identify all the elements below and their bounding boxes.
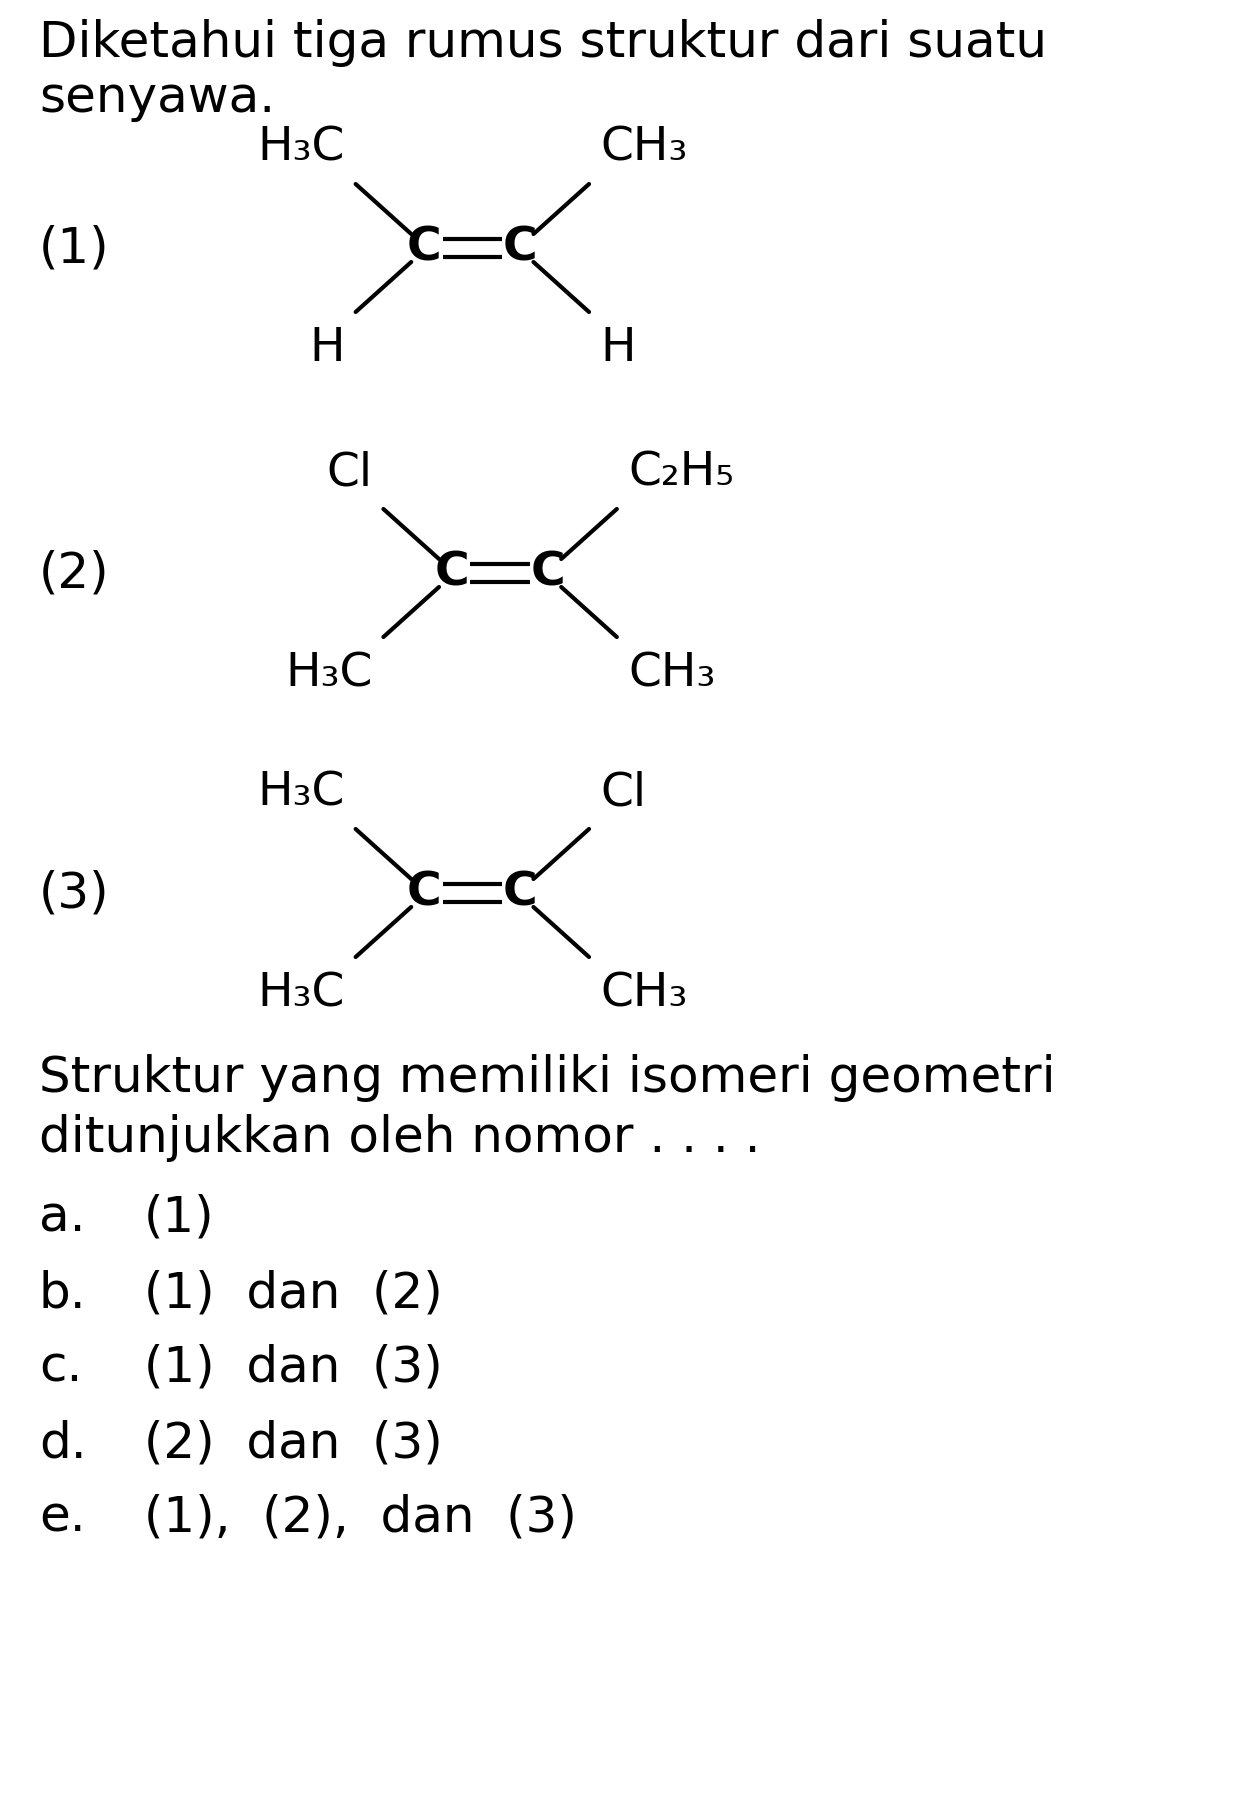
- Text: CH₃: CH₃: [601, 124, 687, 169]
- Text: (1): (1): [143, 1194, 214, 1242]
- Text: (3): (3): [38, 869, 110, 918]
- Text: (1),  (2),  dan  (3): (1), (2), dan (3): [143, 1495, 576, 1542]
- Text: C: C: [435, 550, 470, 595]
- Text: d.: d.: [38, 1419, 87, 1468]
- Text: C: C: [503, 871, 538, 916]
- Text: senyawa.: senyawa.: [38, 74, 276, 123]
- Text: H: H: [601, 326, 635, 371]
- Text: H₃C: H₃C: [257, 972, 345, 1017]
- Text: H₃C: H₃C: [257, 770, 345, 815]
- Text: CH₃: CH₃: [628, 651, 716, 696]
- Text: H: H: [309, 326, 345, 371]
- Text: (2): (2): [38, 548, 110, 597]
- Text: C: C: [503, 225, 538, 270]
- Text: Diketahui tiga rumus struktur dari suatu: Diketahui tiga rumus struktur dari suatu: [38, 20, 1047, 67]
- Text: c.: c.: [38, 1343, 83, 1392]
- Text: CH₃: CH₃: [601, 972, 687, 1017]
- Text: C₂H₅: C₂H₅: [628, 451, 734, 496]
- Text: H₃C: H₃C: [257, 124, 345, 169]
- Text: ditunjukkan oleh nomor . . . .: ditunjukkan oleh nomor . . . .: [38, 1114, 760, 1161]
- Text: Cl: Cl: [326, 451, 372, 496]
- Text: Struktur yang memiliki isomeri geometri: Struktur yang memiliki isomeri geometri: [38, 1055, 1056, 1102]
- Text: C: C: [531, 550, 566, 595]
- Text: b.: b.: [38, 1269, 87, 1316]
- Text: (1)  dan  (2): (1) dan (2): [143, 1269, 442, 1316]
- Text: a.: a.: [38, 1194, 85, 1242]
- Text: e.: e.: [38, 1495, 85, 1542]
- Text: H₃C: H₃C: [286, 651, 372, 696]
- Text: (2)  dan  (3): (2) dan (3): [143, 1419, 442, 1468]
- Text: (1)  dan  (3): (1) dan (3): [143, 1343, 442, 1392]
- Text: C: C: [407, 225, 441, 270]
- Text: Cl: Cl: [601, 770, 646, 815]
- Text: C: C: [407, 871, 441, 916]
- Text: (1): (1): [38, 224, 110, 272]
